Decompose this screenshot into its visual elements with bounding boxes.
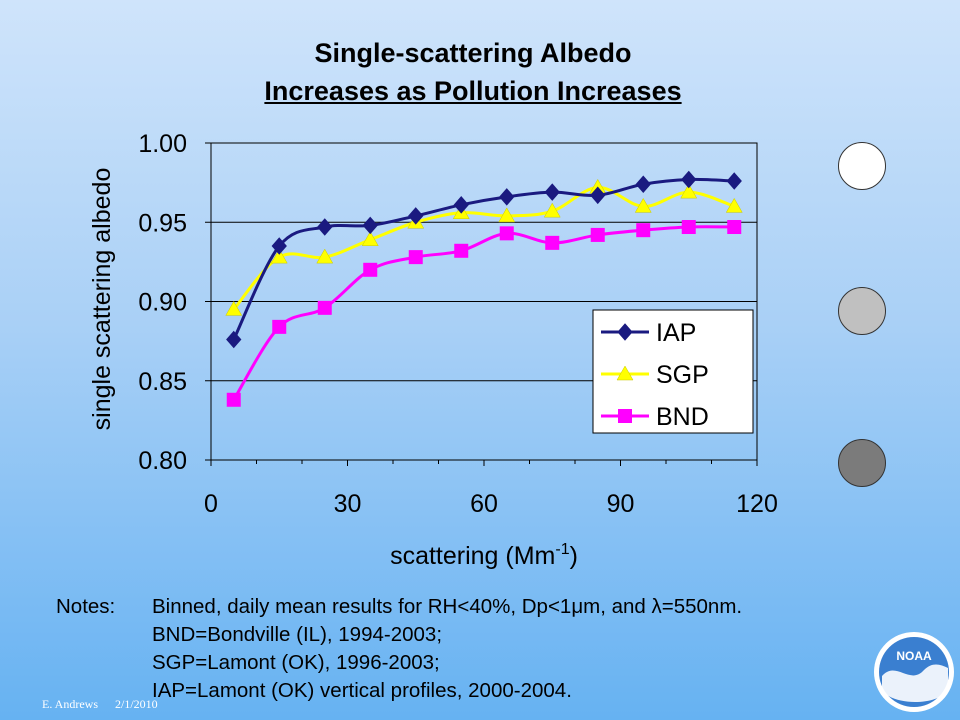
data-point-triangle [543,202,561,218]
footer-author: E. Andrews [42,697,98,711]
y-tick-label: 0.90 [138,289,187,317]
data-point-diamond [544,183,560,201]
data-point-square [727,220,742,235]
data-point-diamond [726,172,742,190]
data-point-triangle [361,231,379,246]
x-axis-label: scattering (Mm-1) [390,541,578,570]
data-point-diamond [499,188,515,206]
notes-line: IAP=Lamont (OK) vertical profiles, 2000-… [152,679,572,702]
data-point-diamond [635,175,651,193]
data-point-diamond [317,218,333,236]
x-tick-label: 60 [470,490,498,518]
x-tick-label: 0 [204,490,218,518]
data-point-square [618,409,632,423]
y-tick-label: 1.00 [138,130,187,158]
notes-label: Notes: [56,595,116,618]
data-point-square [545,235,560,250]
data-point-diamond [362,216,378,235]
light-gray-circle-swatch [838,287,886,335]
data-point-square [590,227,605,242]
data-point-diamond [226,330,242,349]
data-point-diamond [453,196,469,214]
data-point-square [226,392,241,407]
x-tick-label: 120 [736,490,778,518]
data-point-diamond [681,170,697,189]
x-tick-label: 30 [334,490,362,518]
slide-title: Single-scattering Albedo [314,38,632,68]
legend-label: SGP [656,361,709,389]
legend-label: IAP [656,319,696,347]
slide-subtitle: Increases as Pollution Increases [264,76,682,106]
data-point-triangle [316,248,334,264]
data-point-square [272,319,287,334]
data-point-diamond [617,323,633,341]
data-point-triangle [680,183,698,199]
data-point-square [408,250,423,265]
data-point-triangle [725,197,743,213]
data-point-triangle [616,365,634,381]
legend-label: BND [656,403,709,431]
data-point-triangle [225,300,243,316]
data-point-square [681,220,696,235]
data-point-diamond [271,237,287,255]
dark-gray-circle-swatch [838,439,886,487]
data-point-triangle [634,197,652,213]
notes-line: Binned, daily mean results for RH<40%, D… [152,595,743,618]
notes-line: SGP=Lamont (OK), 1996-2003; [152,651,440,674]
legend: IAP SGP BND [592,309,754,434]
white-circle-swatch [838,142,886,190]
data-point-diamond [590,186,606,205]
footer: E. Andrews 2/1/2010 [42,697,172,712]
y-tick-label: 0.85 [138,368,187,396]
y-axis-label: single scattering albedo [88,168,116,431]
logo-text: NOAA [896,649,932,663]
data-point-square [636,223,651,238]
notes-line: BND=Bondville (IL), 1994-2003; [152,623,443,646]
series-points-bnd [226,220,742,407]
data-point-triangle [270,248,288,264]
y-tick-label: 0.80 [138,447,187,475]
data-point-square [317,300,332,315]
footer-date: 2/1/2010 [115,697,158,711]
series-points-iap [226,170,742,349]
data-point-diamond [408,207,424,225]
series-points-sgp [225,178,743,316]
data-point-square [499,226,514,241]
x-tick-label: 90 [607,490,635,518]
series-line-sgp [232,185,735,311]
noaa-logo: NOAA [874,632,954,712]
data-point-triangle [498,207,516,223]
y-tick-label: 0.95 [138,209,187,237]
data-point-square [363,262,378,277]
data-point-square [454,243,469,258]
